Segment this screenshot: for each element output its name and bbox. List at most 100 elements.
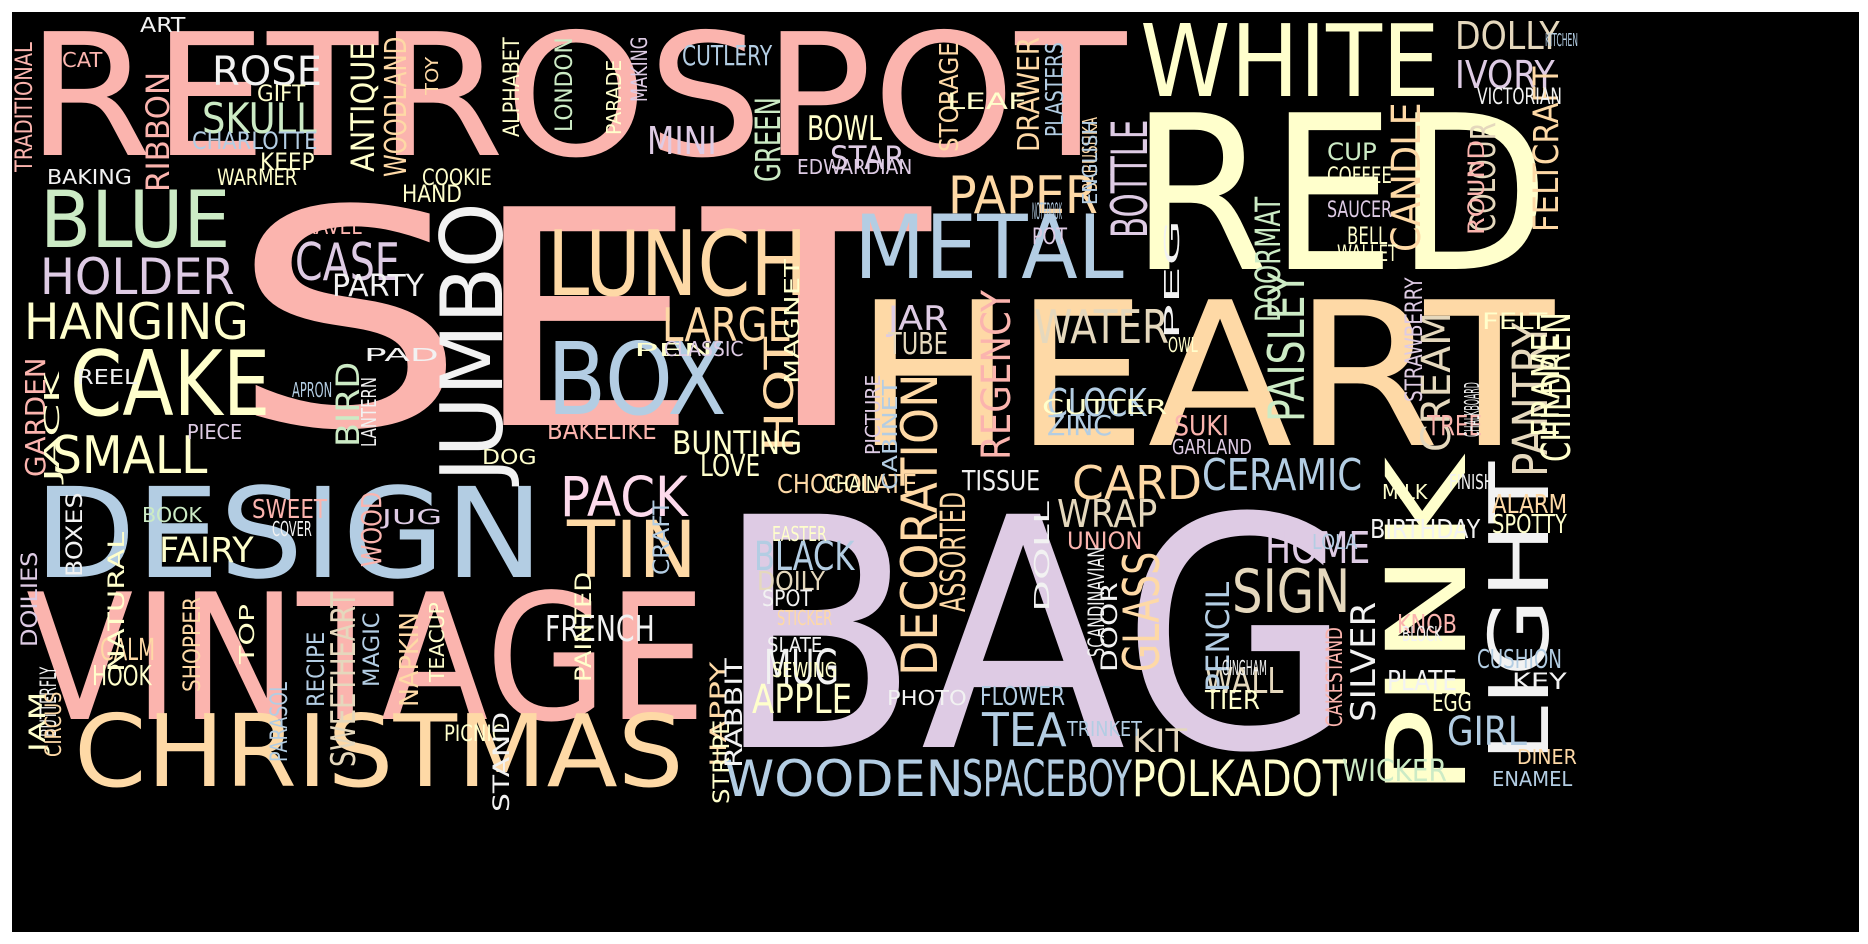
cloud-word: SEWING (772, 658, 838, 682)
cloud-word: CHRISTMAS (74, 693, 684, 810)
cloud-word: CLOCK (1047, 381, 1147, 425)
cloud-word: HANGING (24, 293, 249, 351)
cloud-word: ENGLISH (1078, 120, 1102, 205)
cloud-word: NATURAL (105, 531, 130, 672)
cloud-word: COVER (272, 517, 312, 541)
cloud-word: VINTAGE (26, 558, 707, 761)
cloud-word: APPLE (752, 677, 853, 723)
cloud-word: REEL (77, 365, 138, 389)
cloud-word: CALM (100, 633, 156, 668)
cloud-word: DOORMAT (1249, 196, 1289, 322)
cloud-word: JAR (888, 299, 949, 339)
cloud-word: OWL (1168, 333, 1198, 357)
cloud-word: REGENCY (974, 290, 1020, 460)
cloud-word: DOILIES (18, 551, 43, 647)
cloud-word: KITCHEN (1545, 30, 1578, 51)
cloud-word: EDWARDIAN (797, 155, 913, 179)
cloud-word: RIBBON (139, 71, 177, 192)
cloud-word: TREE (1427, 409, 1482, 442)
cloud-word: SHOPPER (178, 597, 206, 692)
cloud-word: DINER (1517, 745, 1577, 769)
cloud-word: WATER (1034, 300, 1169, 354)
cloud-word: CHOCOLATE (777, 470, 917, 500)
cloud-word: TISSUE (962, 464, 1041, 497)
cloud-word: PARADE (602, 59, 626, 136)
cloud-word: PIECE (187, 420, 243, 444)
cloud-word: BOWL (807, 109, 883, 149)
cloud-word: TUBE (888, 327, 948, 362)
cloud-word: LOVE (700, 449, 761, 484)
cloud-word: CUSHION (1477, 645, 1562, 675)
cloud-word: METAL (854, 196, 1124, 299)
cloud-word: SLATE (767, 633, 823, 657)
cloud-word: GIFT (257, 82, 306, 107)
cloud-word: DOG (482, 445, 537, 469)
cloud-word: EASTER (772, 522, 827, 546)
cloud-word: SWEETHEART (324, 591, 364, 767)
cloud-word: CUTLERY (682, 39, 773, 72)
cloud-word: APRON (292, 378, 333, 402)
cloud-word: TRINKET (1067, 717, 1142, 741)
cloud-word: FELT (1482, 310, 1548, 335)
cloud-word: SUKI (1174, 409, 1229, 442)
cloud-word: DOOR (1098, 582, 1123, 672)
cloud-word: PEN (634, 340, 714, 361)
cloud-word: BLUE (40, 176, 231, 266)
cloud-word: COOKIE (422, 166, 492, 191)
cloud-word: BOOK (142, 503, 202, 527)
cloud-word: ALPHABET (500, 37, 525, 137)
cloud-word: ASSORTED (934, 491, 974, 612)
cloud-word: PLASTERS (1040, 42, 1069, 137)
cloud-word: LOLA (1312, 530, 1358, 554)
cloud-word: HEART (854, 260, 1555, 493)
cloud-word: LANTERN (357, 377, 381, 447)
cloud-word: COFFEE (1327, 164, 1392, 189)
cloud-word: DOILY (757, 567, 826, 597)
cloud-word: FLOWER (980, 682, 1066, 712)
cloud-word: FAIRY (159, 531, 254, 571)
cloud-word: SET (230, 147, 931, 496)
cloud-word: BIRTHDAY (1370, 515, 1481, 545)
cloud-word: CARD (1072, 456, 1202, 510)
cloud-word: STAND (490, 711, 515, 812)
cloud-word: PHOTO (887, 686, 967, 710)
cloud-word: BELL (1347, 222, 1388, 250)
cloud-word: RECIPE (302, 631, 330, 707)
cloud-word: CASE (295, 233, 400, 293)
cloud-word: KEY (1512, 670, 1567, 695)
cloud-word: RABBIT (720, 658, 748, 768)
cloud-word: LONDON (550, 37, 578, 132)
cloud-word: CERAMIC (1202, 450, 1363, 501)
cloud-word: BOTTLE (1101, 119, 1159, 238)
cloud-word: SPOTTY (1492, 510, 1567, 540)
cloud-word: RETROSPOT (26, 12, 1127, 196)
cloud-word: MILK (1382, 480, 1428, 504)
cloud-word: NAPKIN (395, 611, 425, 707)
cloud-word: BAKELIKE (547, 416, 657, 446)
cloud-word: PICTURE (861, 374, 885, 455)
cloud-word: ART (140, 13, 186, 37)
cloud-word: WOODLAND (379, 36, 414, 177)
cloud-word: BAKING (47, 165, 132, 189)
cloud-word: PAD (364, 345, 439, 366)
cloud-word: WHITE (1140, 12, 1440, 120)
cloud-word: MAKING (628, 36, 653, 102)
cloud-word: IVORY (1455, 53, 1555, 97)
cloud-word: KEEP (260, 148, 315, 176)
cloud-word: ENAMEL (1492, 767, 1573, 791)
cloud-word: CUP (1327, 138, 1377, 166)
cloud-word: PACK (560, 465, 688, 529)
cloud-word: WALL (1205, 661, 1284, 702)
cloud-word: JUMBO (423, 202, 523, 482)
cloud-word: DOLLY (1455, 14, 1560, 58)
cloud-word: EGG (1432, 688, 1472, 718)
cloud-word: PICNIC (444, 722, 505, 747)
cloud-word: SMALL (52, 426, 208, 486)
cloud-word: SIGN (1232, 557, 1351, 627)
cloud-word: BLACK (754, 534, 855, 580)
cloud-word: ZINC (1047, 409, 1112, 442)
cloud-word: TOY (422, 56, 443, 95)
cloud-word: POLKADOT (1132, 750, 1347, 808)
cloud-word: POT (1032, 225, 1068, 250)
cloud-word: BOXES (63, 492, 88, 577)
